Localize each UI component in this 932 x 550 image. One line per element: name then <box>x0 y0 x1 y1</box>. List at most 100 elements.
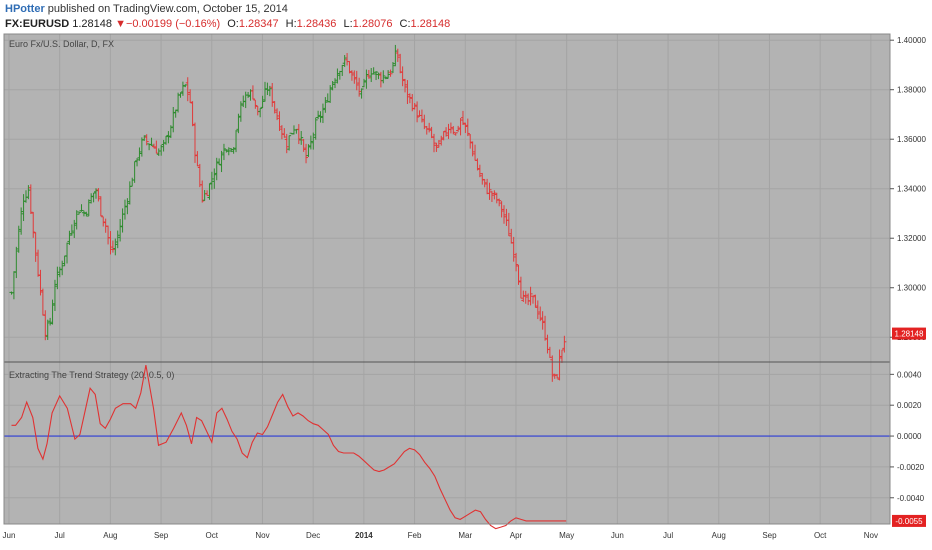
symbol-label[interactable]: FX:EURUSD <box>5 18 70 30</box>
ohlc-bar <box>231 147 236 154</box>
ohlc-bar <box>57 266 62 278</box>
x-tick-label: Jun <box>3 531 16 540</box>
ohlc-bar <box>475 158 480 171</box>
ohlc-bar <box>407 93 412 104</box>
ohlc-bar <box>65 242 70 264</box>
ohlc-bar <box>101 216 106 227</box>
ohlc-bar <box>451 126 456 135</box>
ohlc-bar <box>154 140 159 154</box>
indicator-pane-title: Extracting The Trend Strategy (20, 0.5, … <box>9 370 174 380</box>
ohlc-bar <box>272 101 277 114</box>
ohlc-bar <box>267 85 272 97</box>
ohlc-bar <box>263 81 267 102</box>
price-pane[interactable] <box>4 34 890 362</box>
ohlc-bar <box>540 311 545 330</box>
ohlc-bar <box>151 143 156 149</box>
ohlc-bar <box>81 210 86 217</box>
ohlc-bar <box>43 310 48 341</box>
ohlc-bar <box>316 110 321 120</box>
x-tick-label: Jun <box>611 531 624 540</box>
ohlc-bar <box>258 107 263 118</box>
indicator-grid <box>4 362 890 524</box>
ohlc-bar <box>482 178 487 188</box>
high-label: H: <box>285 18 297 30</box>
price-tick-label: 1.36000 <box>897 135 926 144</box>
ohlc-bar <box>207 183 212 200</box>
down-arrow-icon: ▼ <box>115 18 126 30</box>
ohlc-bar <box>115 230 120 249</box>
ohlc-bar <box>393 44 398 67</box>
ohlc-bar <box>195 151 200 167</box>
ohlc-bar <box>477 164 482 178</box>
indicator-pane[interactable] <box>4 362 890 524</box>
ohlc-bar <box>246 91 251 98</box>
ohlc-bar <box>180 81 185 96</box>
ohlc-bar <box>502 205 507 224</box>
ohlc-bar <box>234 130 239 153</box>
ohlc-bar <box>376 72 381 80</box>
ohlc-bar <box>282 128 287 138</box>
ohlc-bar <box>330 81 335 91</box>
ohlc-bar <box>214 157 219 181</box>
x-tick-label: Apr <box>510 531 523 540</box>
last-price-tag: 1.28148 <box>892 327 926 340</box>
author-link[interactable]: HPotter <box>5 3 45 15</box>
ohlc-bar <box>279 125 284 140</box>
last-value-tag: -0.0055 <box>892 514 926 527</box>
ohlc-bar <box>224 149 229 153</box>
ohlc-bar <box>192 122 197 163</box>
ohlc-bar <box>132 161 137 183</box>
ohlc-bar <box>26 185 31 200</box>
ohlc-bar <box>96 188 101 202</box>
x-tick-label: May <box>559 531 574 540</box>
x-tick-label: Oct <box>814 531 827 540</box>
ohlc-bar <box>84 211 89 217</box>
indicator-tick-label: -0.0020 <box>897 463 925 472</box>
ohlc-bar <box>354 70 359 91</box>
price-axis-labels: 1.280001.300001.320001.340001.360001.380… <box>890 36 926 342</box>
x-tick-label: Oct <box>206 531 219 540</box>
ohlc-bar <box>456 125 461 132</box>
ohlc-bar <box>497 198 502 207</box>
ohlc-bar <box>318 111 323 123</box>
x-tick-label: Sep <box>154 531 169 540</box>
ohlc-bar <box>434 142 439 152</box>
ohlc-bar <box>284 133 289 154</box>
ohlc-bar <box>308 135 313 150</box>
ohlc-bar <box>238 101 243 122</box>
ohlc-bar <box>77 211 82 215</box>
ohlc-bar <box>67 230 72 245</box>
ohlc-bar <box>538 306 543 322</box>
ohlc-bar <box>183 84 188 88</box>
ohlc-bar <box>16 225 21 253</box>
last-price-tag-label: 1.28148 <box>895 330 924 339</box>
ohlc-bar <box>427 122 432 133</box>
ohlc-bar <box>277 111 282 131</box>
price-tick-label: 1.32000 <box>897 234 926 243</box>
ohlc-bar <box>159 144 164 156</box>
ohlc-bar <box>236 113 241 134</box>
ohlc-bar <box>499 201 504 218</box>
ohlc-bar <box>173 109 178 118</box>
ohlc-bar <box>79 204 84 212</box>
ohlc-bar <box>489 191 494 203</box>
ohlc-bar <box>366 69 371 79</box>
ohlc-bar <box>386 70 391 80</box>
ohlc-bar <box>562 335 567 353</box>
open-value: 1.28347 <box>238 18 279 30</box>
ohlc-bar <box>395 48 400 62</box>
ohlc-bar <box>335 68 340 84</box>
ohlc-bar <box>516 264 521 285</box>
ohlc-bar <box>458 118 463 136</box>
ohlc-bar <box>72 219 77 238</box>
price-tick-label: 1.30000 <box>897 284 926 293</box>
ohlc-bar <box>374 71 379 81</box>
ohlc-bar <box>419 109 424 123</box>
ohlc-legend: FX:EURUSD 1.28148 ▼−0.00199 (−0.16%) O:1… <box>5 18 450 30</box>
x-tick-label: Jul <box>55 531 65 540</box>
ohlc-bar <box>125 198 130 215</box>
ohlc-bar <box>460 110 465 125</box>
x-tick-label: Sep <box>762 531 777 540</box>
ohlc-bar <box>142 135 147 141</box>
